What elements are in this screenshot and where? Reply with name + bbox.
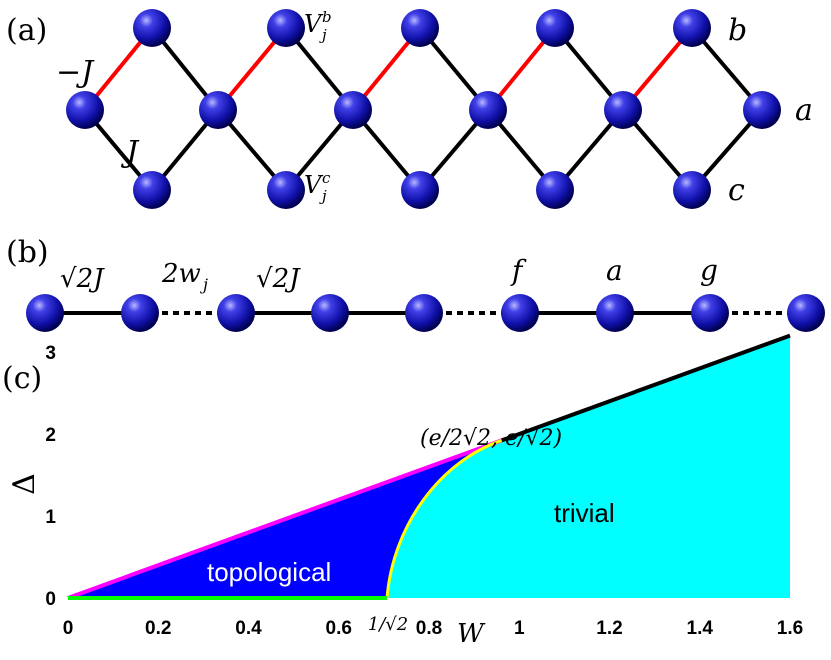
svg-text:j: j [319,26,327,44]
lattice-bonds [83,26,764,192]
x-tick-label: 0.4 [235,618,262,639]
site-b-potential-label: V b j [304,8,332,44]
chain-site [787,294,825,332]
boundary-top [500,333,791,443]
site-a [743,91,781,129]
site-c [133,171,171,209]
critical-point-annotation: (e/2√2, e/√2) [420,426,562,451]
region-label-topological: topological [207,557,331,587]
y-tick-label: 2 [45,425,56,446]
site-c [267,171,305,209]
x-tick-label: 0.2 [145,618,171,639]
site-a-label: a [606,254,623,287]
x-tick-label: 0.6 [326,618,352,639]
y-axis-label: Δ [7,473,42,495]
svg-text:2w: 2w [161,259,201,289]
x-tick-label: 1.6 [777,618,803,639]
chain-site [121,294,159,332]
phase-plot [67,333,791,600]
chain-site [596,294,634,332]
chain-site [26,294,64,332]
panel-c-label: (c) [2,361,42,396]
site-c [401,171,439,209]
sublattice-c-label: c [728,173,745,208]
hop-right-label: √2J [256,264,301,294]
x-axis-label: W [457,619,486,649]
axis-ticks: 0 0.2 0.4 0.6 0.8 1 1.2 1.4 1.6 0 1 2 3 [45,343,803,639]
svg-text:j: j [200,275,208,294]
panel-b-label: (b) [6,235,49,270]
panel-b-chain: (b) √2J 2w j √2J f a g [6,235,825,332]
x-tick-label: 0 [63,618,74,639]
site-f-label: f [510,254,527,287]
svg-text:c: c [322,169,331,187]
svg-text:V: V [304,10,324,38]
site-b [536,9,574,47]
site-b [267,9,305,47]
site-b [401,9,439,47]
region-trivial [387,335,790,598]
site-b [133,9,171,47]
site-c [673,171,711,209]
x-tick-label: 1.4 [687,618,714,639]
svg-text:j: j [319,187,327,205]
x-tick-label: 1 [514,618,525,639]
y-tick-label: 3 [45,343,56,364]
y-tick-label: 0 [45,589,56,610]
site-a [199,91,237,129]
coupling-neg-label: −J [56,55,95,90]
x-tick-label: 1.2 [596,618,622,639]
svg-text:b: b [322,8,332,26]
site-c-potential-label: V c j [304,169,331,205]
panel-a-label: (a) [6,13,47,48]
site-a [66,91,104,129]
chain-site [691,294,729,332]
sublattice-a-label: a [795,93,813,128]
chain-sites [26,294,825,332]
x-tick-label: 0.8 [416,618,442,639]
panel-a-lattice: (a) −J J V b j V c j b a c [6,8,813,209]
chain-site [311,294,349,332]
region-label-trivial: trivial [554,498,615,528]
site-c [536,171,574,209]
chain-site [501,294,539,332]
hop-left-label: √2J [60,264,105,294]
chain-site [405,294,443,332]
x-special-tick: 1/√2 [368,614,408,635]
panel-c-phase-diagram: 0 0.2 0.4 0.6 0.8 1 1.2 1.4 1.6 0 1 2 3 (c) Δ W 1/√2… [2,333,803,649]
site-b [673,9,711,47]
y-tick-label: 1 [45,507,56,528]
site-g-label: g [700,254,718,287]
site-a [469,91,507,129]
sublattice-b-label: b [728,13,747,48]
site-a [604,91,642,129]
svg-text:V: V [304,171,324,199]
chain-site [217,294,255,332]
site-a [334,91,372,129]
hop-mid-label: 2w j [161,259,208,294]
lattice-sites [66,9,781,209]
boundary-upper [67,438,503,600]
boundary-phase [385,438,503,599]
